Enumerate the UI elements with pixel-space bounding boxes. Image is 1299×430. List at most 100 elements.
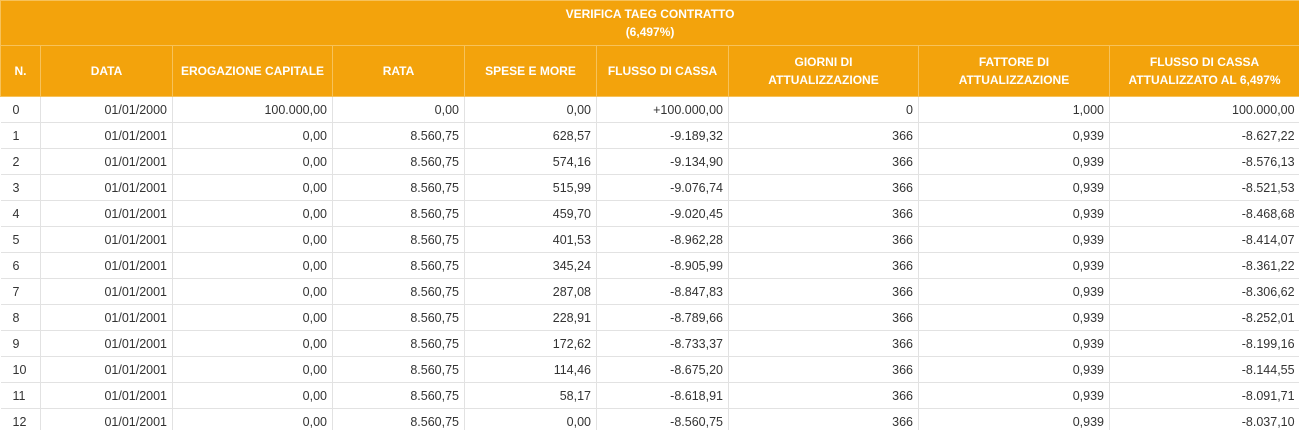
cell-rata: 8.560,75 [332,278,465,305]
cell-spese: 114,46 [464,356,597,383]
cell-spese: 172,62 [464,330,597,357]
cell-rata: 8.560,75 [332,226,465,253]
cell-data: 01/01/2001 [40,304,173,331]
cell-rata: 8.560,75 [332,200,465,227]
header-giorni: GIORNI DI ATTUALIZZAZIONE [728,45,919,97]
header-attualizzato: FLUSSO DI CASSA ATTUALIZZATO AL 6,497% [1108,45,1299,97]
header-erogazione: EROGAZIONE CAPITALE [172,45,333,97]
cell-rata: 8.560,75 [332,148,465,175]
table-title-line2: (6,497%) [625,25,675,39]
cell-data: 01/01/2001 [40,226,173,253]
cell-n: 1 [0,122,41,149]
cell-flusso: -8.733,37 [596,330,729,357]
cell-n: 8 [0,304,41,331]
cell-giorni: 0 [728,96,919,123]
cell-attualizzato: -8.414,07 [1109,226,1299,253]
table-title-line1: VERIFICA TAEG CONTRATTO [565,7,735,21]
cell-n: 5 [0,226,41,253]
table-row: 9 01/01/2001 0,00 8.560,75 172,62 -8.733,37 36… [0,330,1299,357]
table-row: 1 01/01/2001 0,00 8.560,75 628,57 -9.189,32 36… [0,122,1299,149]
cell-flusso: -8.905,99 [596,252,729,279]
cell-data: 01/01/2001 [40,356,173,383]
cell-spese: 287,08 [464,278,597,305]
cell-attualizzato: -8.627,22 [1109,122,1299,149]
table-row: 3 01/01/2001 0,00 8.560,75 515,99 -9.076,74 36… [0,174,1299,201]
cell-rata: 8.560,75 [332,304,465,331]
cell-giorni: 366 [728,174,919,201]
cell-n: 6 [0,252,41,279]
column-header-row: N. DATA EROGAZIONE CAPITALE RATA SPESE E… [0,45,1299,97]
cell-spese: 0,00 [464,96,597,123]
cell-n: 0 [0,96,41,123]
cell-rata: 8.560,75 [332,122,465,149]
cell-flusso: -8.618,91 [596,382,729,409]
cell-erogazione: 0,00 [172,304,333,331]
cell-flusso: -9.189,32 [596,122,729,149]
cell-rata: 8.560,75 [332,330,465,357]
cell-data: 01/01/2001 [40,382,173,409]
cell-n: 10 [0,356,41,383]
cell-giorni: 366 [728,382,919,409]
header-fattore: FATTORE DI ATTUALIZZAZIONE [918,45,1110,97]
cell-attualizzato: -8.091,71 [1109,382,1299,409]
header-n: N. [0,45,41,97]
header-fattore-line1: FATTORE DI [978,55,1050,69]
header-attualizzato-line2: ATTUALIZZATO AL 6,497% [1128,73,1281,87]
cell-n: 3 [0,174,41,201]
cell-giorni: 366 [728,278,919,305]
cell-rata: 8.560,75 [332,356,465,383]
cell-giorni: 366 [728,252,919,279]
table-row: 7 01/01/2001 0,00 8.560,75 287,08 -8.847,83 36… [0,278,1299,305]
cell-fattore: 0,939 [918,226,1110,253]
cell-data: 01/01/2001 [40,330,173,357]
cell-data: 01/01/2001 [40,200,173,227]
table-row: 5 01/01/2001 0,00 8.560,75 401,53 -8.962,28 36… [0,226,1299,253]
table-row: 0 01/01/2000 100.000,00 0,00 0,00 +100.000,00… [0,96,1299,123]
cell-giorni: 366 [728,226,919,253]
cell-spese: 401,53 [464,226,597,253]
table-row: 4 01/01/2001 0,00 8.560,75 459,70 -9.020,45 36… [0,200,1299,227]
cell-data: 01/01/2001 [40,122,173,149]
cell-giorni: 366 [728,148,919,175]
cell-flusso: -9.134,90 [596,148,729,175]
cell-giorni: 366 [728,304,919,331]
cell-erogazione: 0,00 [172,148,333,175]
cell-fattore: 0,939 [918,382,1110,409]
header-flusso: FLUSSO DI CASSA [596,45,729,97]
header-attualizzato-line1: FLUSSO DI CASSA [1149,55,1260,69]
cell-flusso: -8.962,28 [596,226,729,253]
cell-fattore: 0,939 [918,330,1110,357]
cell-spese: 515,99 [464,174,597,201]
cell-flusso: -8.847,83 [596,278,729,305]
cell-data: 01/01/2001 [40,408,173,430]
cell-fattore: 0,939 [918,200,1110,227]
cell-attualizzato: -8.576,13 [1109,148,1299,175]
table-row: 2 01/01/2001 0,00 8.560,75 574,16 -9.134,90 36… [0,148,1299,175]
cell-fattore: 0,939 [918,174,1110,201]
cell-giorni: 366 [728,408,919,430]
cell-spese: 459,70 [464,200,597,227]
cell-attualizzato: -8.144,55 [1109,356,1299,383]
cell-fattore: 0,939 [918,252,1110,279]
cell-attualizzato: -8.521,53 [1109,174,1299,201]
header-giorni-line2: ATTUALIZZAZIONE [768,73,879,87]
table-row: 12 01/01/2001 0,00 8.560,75 0,00 -8.560,75 366… [0,408,1299,430]
cell-flusso: -8.789,66 [596,304,729,331]
cell-spese: 628,57 [464,122,597,149]
table-row: 11 01/01/2001 0,00 8.560,75 58,17 -8.618,91 36… [0,382,1299,409]
cell-spese: 228,91 [464,304,597,331]
cell-attualizzato: -8.252,01 [1109,304,1299,331]
table-row: 10 01/01/2001 0,00 8.560,75 114,46 -8.675,20 3… [0,356,1299,383]
header-fattore-line2: ATTUALIZZAZIONE [958,73,1070,87]
cell-data: 01/01/2001 [40,278,173,305]
cell-giorni: 366 [728,330,919,357]
cell-erogazione: 0,00 [172,252,333,279]
cell-attualizzato: -8.199,16 [1109,330,1299,357]
cell-giorni: 366 [728,200,919,227]
cell-fattore: 0,939 [918,304,1110,331]
cell-erogazione: 0,00 [172,200,333,227]
header-data: DATA [40,45,173,97]
table-row: 6 01/01/2001 0,00 8.560,75 345,24 -8.905,99 36… [0,252,1299,279]
